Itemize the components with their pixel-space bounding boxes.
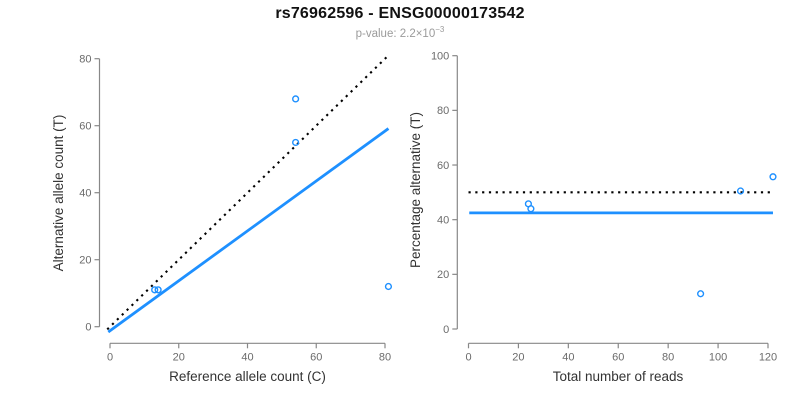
y-tick-label: 40	[437, 214, 449, 226]
y-tick-label: 0	[443, 324, 449, 336]
y-tick-label: 80	[79, 54, 91, 66]
x-tick-label: 0	[107, 351, 113, 363]
data-point	[292, 95, 300, 103]
chart-title: rs76962596 - ENSG00000173542	[275, 5, 525, 22]
data-point	[736, 187, 745, 195]
pvalue-exponent: −3	[435, 25, 445, 34]
y-tick-label: 20	[437, 269, 449, 281]
data-point	[384, 282, 393, 291]
y-tick-label: 0	[85, 322, 91, 334]
data-point	[151, 286, 159, 294]
x-tick-label: 120	[759, 351, 777, 363]
y-tick-label: 100	[431, 51, 449, 63]
data-point	[527, 205, 535, 213]
y-tick-label: 60	[437, 160, 449, 172]
x-tick-label: 80	[662, 351, 674, 363]
y-tick-label: 60	[79, 121, 91, 133]
left-plot: 0 20 40 60 80 0 20 40 60 80	[79, 54, 393, 363]
data-point	[154, 286, 162, 294]
right-plot: 0 20 40 60 80 100 0 20 40 60 80 100 120	[431, 51, 777, 364]
x-tick-label: 20	[173, 351, 185, 363]
chart-subtitle: p-value: 2.2×10−3	[0, 25, 800, 40]
left-y-axis-title: Alternative allele count (T)	[51, 115, 66, 272]
identity-line	[106, 55, 389, 331]
data-point	[697, 290, 705, 298]
x-tick-label: 20	[512, 351, 524, 363]
y-tick-label: 80	[437, 105, 449, 117]
x-tick-label: 60	[612, 351, 624, 363]
data-point	[769, 173, 777, 181]
x-tick-label: 40	[562, 351, 574, 363]
x-tick-label: 100	[709, 351, 727, 363]
x-tick-label: 40	[241, 351, 253, 363]
y-tick-label: 20	[79, 255, 91, 267]
x-tick-label: 0	[465, 351, 471, 363]
right-y-axis-title: Percentage alternative (T)	[408, 112, 423, 268]
x-tick-label: 60	[310, 351, 322, 363]
right-x-axis-title: Total number of reads	[553, 369, 684, 384]
data-point	[292, 138, 300, 147]
fit-line	[107, 127, 390, 334]
y-tick-label: 40	[79, 188, 91, 200]
left-x-axis-title: Reference allele count (C)	[169, 369, 326, 384]
pvalue-text: p-value: 2.2×10	[355, 27, 436, 40]
x-tick-label: 80	[379, 351, 391, 363]
